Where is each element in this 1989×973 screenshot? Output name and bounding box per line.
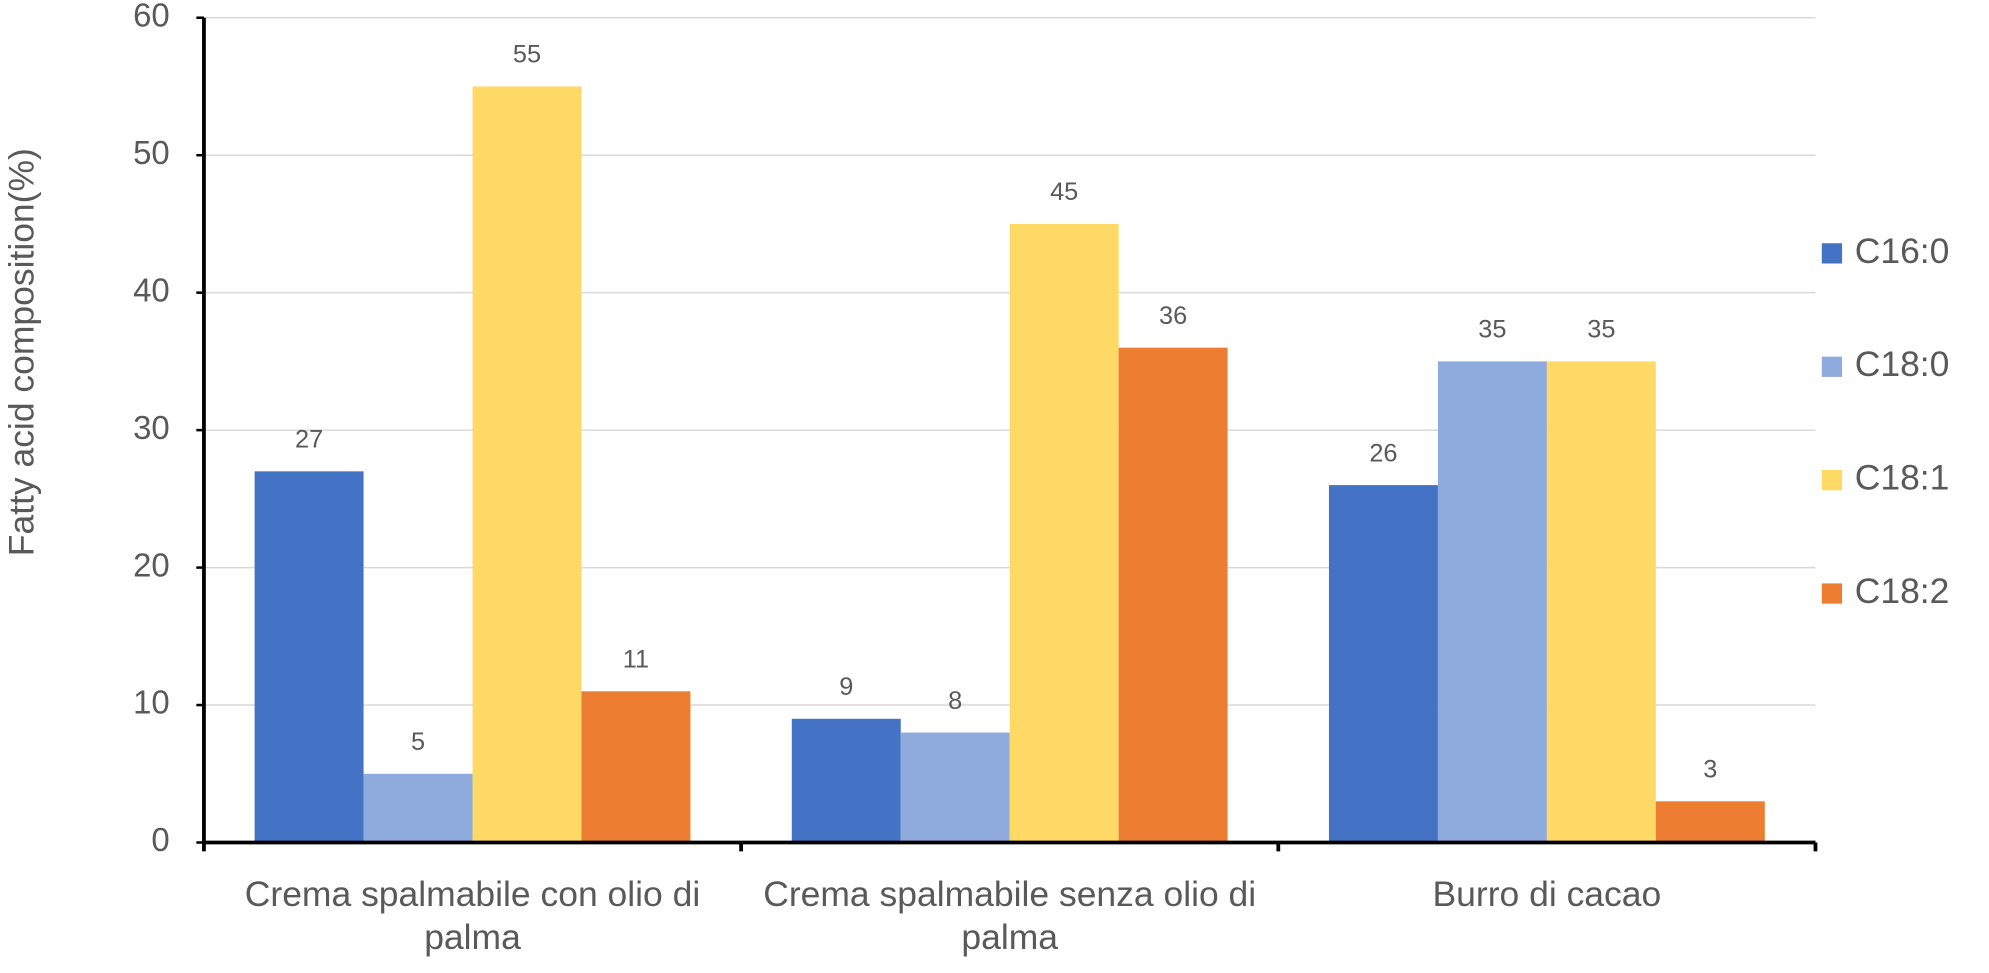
legend-swatch — [1821, 356, 1843, 377]
x-tick-label-box: Crema spalmabile con olio di palma — [244, 874, 701, 957]
y-axis-title: Fatty acid composition(%) — [1, 148, 41, 556]
legend-label: C18:1 — [1855, 458, 1950, 498]
bar — [472, 86, 582, 843]
y-tick-label: 50 — [133, 134, 170, 171]
data-label: 35 — [1478, 316, 1506, 344]
y-tick-label: 0 — [151, 821, 169, 858]
bar — [791, 718, 901, 843]
data-label: 8 — [948, 687, 962, 715]
legend-label: C18:2 — [1855, 571, 1950, 611]
bar — [1009, 223, 1119, 843]
bar — [1328, 485, 1438, 843]
data-label: 35 — [1587, 316, 1615, 344]
y-tick-label: 10 — [133, 684, 170, 721]
legend-swatch — [1821, 243, 1843, 264]
data-label: 26 — [1369, 439, 1397, 467]
bar — [581, 691, 691, 843]
data-label: 5 — [411, 728, 425, 756]
x-tick-label-box: Burro di cacao — [1432, 874, 1662, 914]
bar — [363, 773, 473, 843]
x-tick-label: Burro di cacao — [1432, 874, 1662, 914]
data-label: 3 — [1703, 756, 1717, 784]
data-label: 11 — [623, 646, 649, 674]
bar — [254, 471, 364, 843]
legend-label: C16:0 — [1855, 231, 1950, 271]
data-label: 9 — [839, 673, 853, 701]
y-tick-label: 20 — [133, 546, 170, 583]
data-label: 27 — [295, 426, 323, 454]
bar — [1546, 361, 1656, 843]
legend-swatch — [1821, 583, 1843, 604]
x-tick-label: Crema spalmabile con olio di palma — [244, 874, 701, 957]
data-label: 36 — [1159, 302, 1187, 330]
x-tick-label: Crema spalmabile senza olio di palma — [763, 874, 1257, 957]
data-label: 55 — [513, 41, 541, 69]
bar — [1118, 347, 1228, 843]
y-tick-label: 30 — [133, 409, 170, 446]
bar — [1437, 361, 1547, 843]
y-tick-label: 60 — [133, 0, 170, 33]
data-label: 45 — [1050, 178, 1078, 206]
legend-swatch — [1821, 470, 1843, 491]
legend-label: C18:0 — [1855, 344, 1950, 384]
y-tick-label: 40 — [133, 271, 170, 308]
bar — [1655, 801, 1765, 843]
x-tick-label-box: Crema spalmabile senza olio di palma — [763, 874, 1257, 957]
bar — [900, 732, 1010, 843]
